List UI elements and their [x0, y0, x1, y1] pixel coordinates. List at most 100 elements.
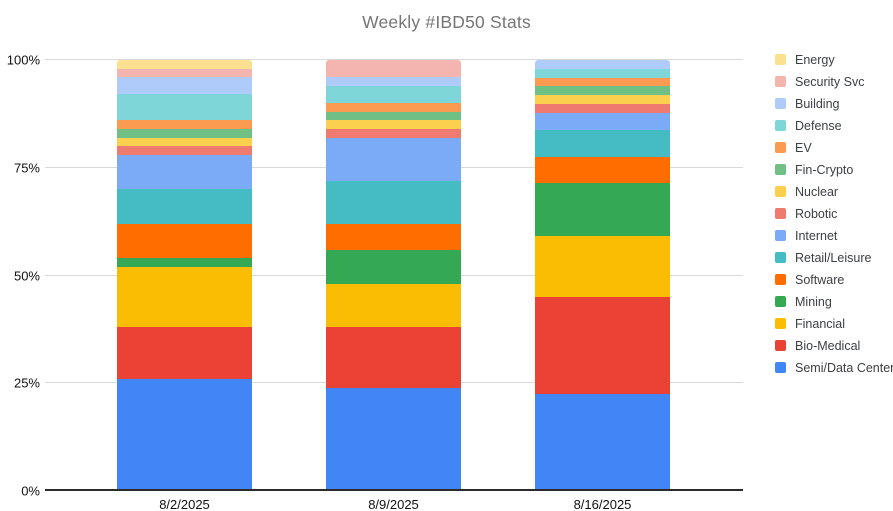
bar-segment-internet[interactable]: [117, 154, 252, 190]
legend-label: Mining: [795, 294, 832, 309]
x-tick-label-8-9-2025: 8/9/2025: [368, 497, 419, 511]
bar-segment-nuclear[interactable]: [117, 137, 252, 147]
y-tick-label-50pct: 50%: [13, 268, 40, 283]
bar-segment-robotic[interactable]: [326, 128, 461, 138]
bar-segment-bio-medical[interactable]: [535, 297, 670, 395]
legend-swatch-icon: [775, 54, 786, 65]
legend-label: Nuclear: [795, 184, 839, 199]
legend-swatch-icon: [775, 208, 786, 219]
legend-item-nuclear[interactable]: Nuclear: [775, 184, 893, 199]
bar-segment-building[interactable]: [326, 77, 461, 86]
stacked-bar-8/16/2025: [535, 60, 670, 491]
x-tick-label-8-2-2025: 8/2/2025: [159, 497, 210, 511]
y-tick-label-0pct: 0%: [21, 483, 40, 499]
legend-swatch-icon: [775, 318, 786, 329]
legend-swatch-icon: [775, 164, 786, 175]
stacked-bar-8/2/2025: [117, 60, 252, 491]
bar-segment-fin-crypto[interactable]: [326, 111, 461, 121]
bar-segment-building[interactable]: [535, 60, 670, 69]
legend-label: Robotic: [795, 206, 838, 221]
bar-segment-robotic[interactable]: [117, 146, 252, 155]
bar-segment-semi-data-center[interactable]: [535, 394, 670, 491]
bar-segment-mining[interactable]: [535, 183, 670, 236]
legend-label: Internet: [795, 228, 838, 243]
legend-label: Energy: [795, 52, 835, 67]
legend-item-fin-crypto[interactable]: Fin-Crypto: [775, 163, 893, 177]
x-tick-label-8-16-2025: 8/16/2025: [573, 497, 632, 511]
legend-label: EV: [795, 140, 812, 155]
legend-swatch-icon: [775, 120, 786, 131]
bar-segment-security-svc[interactable]: [117, 68, 252, 78]
legend-label: Financial: [795, 316, 846, 331]
y-tick-label-100pct: 100%: [6, 52, 40, 68]
legend: Energy Security Svc Building Defense EV Fin-C…: [775, 53, 893, 383]
legend-item-financial[interactable]: Financial: [775, 316, 893, 331]
legend-swatch-icon: [775, 274, 786, 285]
legend-label: Retail/Leisure: [795, 250, 872, 265]
legend-swatch-icon: [775, 252, 786, 263]
bar-segment-semi-data-center[interactable]: [117, 378, 252, 491]
legend-swatch-icon: [775, 186, 786, 197]
bar-segment-ev[interactable]: [117, 120, 252, 129]
bar-segment-software[interactable]: [535, 156, 670, 184]
legend-item-security-svc[interactable]: Security Svc: [775, 74, 893, 89]
bar-segment-energy[interactable]: [117, 60, 252, 69]
legend-swatch-icon: [775, 230, 786, 241]
bar-segment-retail-leisure[interactable]: [326, 180, 461, 224]
bar-segment-robotic[interactable]: [535, 103, 670, 113]
legend-swatch-icon: [775, 340, 786, 351]
bar-segment-mining[interactable]: [117, 258, 252, 267]
legend-item-energy[interactable]: Energy: [775, 52, 893, 67]
legend-item-software[interactable]: Software: [775, 272, 893, 287]
legend-swatch-icon: [775, 142, 786, 153]
legend-swatch-icon: [775, 76, 786, 87]
legend-label: Building: [795, 96, 840, 111]
bar-segment-software[interactable]: [326, 223, 461, 250]
bar-segment-building[interactable]: [117, 77, 252, 95]
legend-item-ev[interactable]: EV: [775, 140, 893, 155]
bar-segment-fin-crypto[interactable]: [117, 128, 252, 138]
legend-item-building[interactable]: Building: [775, 96, 893, 111]
legend-label: Software: [795, 272, 845, 287]
stacked-bar-8/9/2025: [326, 60, 461, 491]
bar-segment-defense[interactable]: [535, 68, 670, 78]
legend-label: Bio-Medical: [795, 338, 861, 353]
bar-segment-retail-leisure[interactable]: [535, 130, 670, 157]
bar-segment-nuclear[interactable]: [326, 120, 461, 129]
bar-segment-bio-medical[interactable]: [326, 327, 461, 388]
bar-segment-defense[interactable]: [326, 85, 461, 104]
bar-segment-software[interactable]: [117, 223, 252, 259]
gridline-100%: [45, 59, 743, 60]
bar-segment-semi-data-center[interactable]: [326, 387, 461, 491]
bar-segment-financial[interactable]: [326, 284, 461, 328]
bar-segment-ev[interactable]: [326, 103, 461, 112]
legend-label: Security Svc: [795, 74, 865, 89]
legend-item-semi-data-center[interactable]: Semi/Data Center: [775, 360, 893, 375]
legend-swatch-icon: [775, 296, 786, 307]
bar-segment-bio-medical[interactable]: [117, 327, 252, 379]
legend-item-internet[interactable]: Internet: [775, 228, 893, 243]
bar-segment-nuclear[interactable]: [535, 95, 670, 104]
legend-item-bio-medical[interactable]: Bio-Medical: [775, 338, 893, 353]
bar-segment-defense[interactable]: [117, 94, 252, 121]
legend-swatch-icon: [775, 362, 786, 373]
legend-item-retail-leisure[interactable]: Retail/Leisure: [775, 250, 893, 265]
bar-segment-internet[interactable]: [535, 112, 670, 131]
bar-segment-ev[interactable]: [535, 77, 670, 87]
y-tick-label-25pct: 25%: [13, 375, 40, 391]
bar-segment-retail-leisure[interactable]: [117, 189, 252, 224]
bar-segment-internet[interactable]: [326, 137, 461, 181]
bar-segment-security-svc[interactable]: [326, 60, 461, 78]
plot-area: 0% 25% 50% 75% 100% 8/2/2025 8/9/2025 8/16/2025: [7, 53, 743, 511]
bar-segment-financial[interactable]: [535, 235, 670, 298]
bar-segment-fin-crypto[interactable]: [535, 86, 670, 96]
chart-title: Weekly #IBD50 Stats: [362, 12, 531, 32]
legend-label: Defense: [795, 118, 842, 133]
legend-item-defense[interactable]: Defense: [775, 118, 893, 133]
bar-segment-mining[interactable]: [326, 249, 461, 285]
bar-segment-financial[interactable]: [117, 266, 252, 328]
legend-item-robotic[interactable]: Robotic: [775, 206, 893, 221]
legend-label: Semi/Data Center: [795, 360, 893, 375]
legend-item-mining[interactable]: Mining: [775, 294, 893, 309]
